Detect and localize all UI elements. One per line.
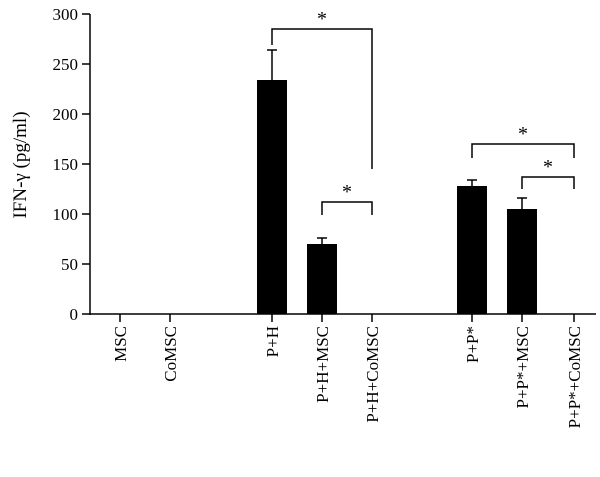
x-tick-label: MSC bbox=[111, 326, 130, 362]
x-tick-label: P+P*+CoMSC bbox=[565, 326, 584, 428]
significance-brackets: * * * * bbox=[271, 8, 575, 215]
significance-star: * bbox=[543, 156, 553, 178]
significance-bracket bbox=[271, 28, 373, 169]
y-tick-label: 0 bbox=[70, 305, 79, 324]
significance-bracket bbox=[321, 201, 373, 215]
significance-star: * bbox=[342, 181, 352, 203]
y-axis: 0 50 100 150 200 250 300 bbox=[53, 5, 91, 324]
y-tick-label: 150 bbox=[53, 155, 79, 174]
bar bbox=[457, 186, 487, 314]
bar bbox=[257, 80, 287, 314]
bars bbox=[257, 49, 537, 314]
significance-star: * bbox=[317, 8, 327, 30]
y-tick-label: 100 bbox=[53, 205, 79, 224]
y-tick-label: 300 bbox=[53, 5, 79, 24]
y-axis-title: IFN-γ (pg/ml) bbox=[10, 111, 31, 218]
significance-bracket bbox=[471, 143, 575, 158]
x-axis: MSC CoMSC P+H P+H+MSC P+H+CoMSC P+P* P+P*+MSC P… bbox=[90, 313, 596, 428]
significance-bracket bbox=[521, 176, 575, 189]
y-tick-label: 200 bbox=[53, 105, 79, 124]
x-tick-label: CoMSC bbox=[161, 326, 180, 382]
x-tick-label: P+H+MSC bbox=[313, 326, 332, 403]
bar bbox=[507, 209, 537, 314]
y-tick-label: 250 bbox=[53, 55, 79, 74]
bar bbox=[307, 244, 337, 314]
x-tick-label: P+H bbox=[263, 326, 282, 357]
significance-star: * bbox=[518, 123, 528, 145]
x-tick-label: P+P*+MSC bbox=[513, 326, 532, 409]
x-tick-label: P+P* bbox=[463, 326, 482, 363]
x-tick-label: P+H+CoMSC bbox=[363, 326, 382, 423]
y-tick-label: 50 bbox=[61, 255, 78, 274]
